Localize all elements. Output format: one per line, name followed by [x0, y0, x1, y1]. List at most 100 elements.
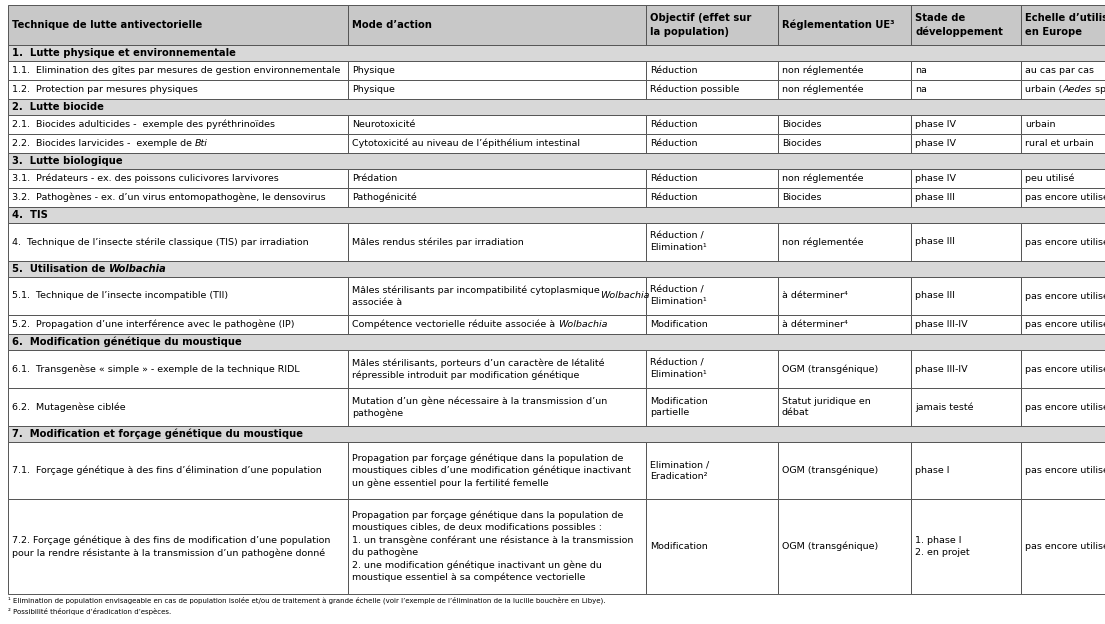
Bar: [911, 442, 1021, 499]
Bar: [778, 223, 911, 261]
Bar: [8, 134, 348, 153]
Text: Wolbachia: Wolbachia: [600, 291, 650, 301]
Bar: [8, 188, 348, 207]
Bar: [348, 350, 646, 388]
Text: 5.1.  Technique de l’insecte incompatible (TII): 5.1. Technique de l’insecte incompatible…: [12, 291, 228, 301]
Text: na: na: [915, 85, 927, 94]
Bar: [1021, 188, 1105, 207]
Bar: [348, 315, 646, 334]
Text: au cas par cas: au cas par cas: [1025, 66, 1094, 75]
Text: Propagation par forçage génétique dans la population de
moustiques cibles, de de: Propagation par forçage génétique dans l…: [352, 511, 633, 582]
Text: Réduction: Réduction: [650, 193, 697, 202]
Bar: [8, 426, 1105, 442]
Text: phase IV: phase IV: [915, 174, 956, 183]
Text: Réduction: Réduction: [650, 174, 697, 183]
Text: 1. phase I
2. en projet: 1. phase I 2. en projet: [915, 536, 969, 557]
Bar: [8, 5, 348, 45]
Text: Objectif (effet sur
la population): Objectif (effet sur la population): [650, 13, 751, 37]
Bar: [1021, 169, 1105, 188]
Bar: [646, 442, 778, 499]
Bar: [778, 277, 911, 315]
Text: Réduction: Réduction: [650, 120, 697, 129]
Bar: [911, 134, 1021, 153]
Text: Modification
partielle: Modification partielle: [650, 397, 707, 417]
Bar: [778, 442, 911, 499]
Text: Aedes: Aedes: [1062, 85, 1092, 94]
Bar: [911, 277, 1021, 315]
Text: urbain (: urbain (: [1025, 85, 1062, 94]
Text: phase III-IV: phase III-IV: [915, 364, 968, 374]
Bar: [1021, 80, 1105, 99]
Text: Cytotoxicité au niveau de l’épithélium intestinal: Cytotoxicité au niveau de l’épithélium i…: [352, 139, 580, 149]
Text: Réduction /
Elimination¹: Réduction / Elimination¹: [650, 232, 707, 252]
Text: ² Possibilité théorique d’éradication d’espèces.: ² Possibilité théorique d’éradication d’…: [8, 608, 171, 615]
Text: Elimination /
Eradication²: Elimination / Eradication²: [650, 460, 709, 481]
Text: rural et urbain: rural et urbain: [1025, 139, 1094, 148]
Text: na: na: [915, 66, 927, 75]
Text: spp.): spp.): [1092, 85, 1105, 94]
Text: 3.  Lutte biologique: 3. Lutte biologique: [12, 156, 123, 166]
Bar: [8, 388, 348, 426]
Text: Réduction /
Elimination¹: Réduction / Elimination¹: [650, 286, 707, 306]
Bar: [911, 61, 1021, 80]
Text: 4.  TIS: 4. TIS: [12, 210, 48, 220]
Bar: [348, 223, 646, 261]
Text: non réglementée: non réglementée: [782, 173, 863, 183]
Text: 3.1.  Prédateurs - ex. des poissons culicivores larvivores: 3.1. Prédateurs - ex. des poissons culic…: [12, 173, 278, 183]
Text: OGM (transgénique): OGM (transgénique): [782, 364, 878, 374]
Text: Echelle d’utilisation
en Europe: Echelle d’utilisation en Europe: [1025, 13, 1105, 37]
Text: Physique: Physique: [352, 66, 394, 75]
Text: phase III-IV: phase III-IV: [915, 320, 968, 329]
Text: Réduction: Réduction: [650, 66, 697, 75]
Bar: [911, 188, 1021, 207]
Text: 5.2.  Propagation d’une interférence avec le pathogène (IP): 5.2. Propagation d’une interférence avec…: [12, 319, 295, 329]
Text: 1.2.  Protection par mesures physiques: 1.2. Protection par mesures physiques: [12, 85, 198, 94]
Bar: [646, 61, 778, 80]
Text: Technique de lutte antivectorielle: Technique de lutte antivectorielle: [12, 20, 202, 30]
Bar: [348, 188, 646, 207]
Text: Pathogénicité: Pathogénicité: [352, 193, 417, 202]
Bar: [911, 223, 1021, 261]
Bar: [8, 350, 348, 388]
Text: Réglementation UE³: Réglementation UE³: [782, 20, 895, 30]
Text: Modification: Modification: [650, 542, 707, 551]
Text: non réglementée: non réglementée: [782, 237, 863, 246]
Text: phase I: phase I: [915, 466, 949, 475]
Bar: [348, 388, 646, 426]
Bar: [778, 80, 911, 99]
Bar: [911, 388, 1021, 426]
Text: Wolbachia: Wolbachia: [109, 264, 167, 274]
Text: Prédation: Prédation: [352, 174, 398, 183]
Bar: [646, 277, 778, 315]
Text: Réduction possible: Réduction possible: [650, 85, 739, 94]
Text: Propagation par forçage génétique dans la population de
moustiques cibles d’une : Propagation par forçage génétique dans l…: [352, 453, 631, 488]
Bar: [1021, 499, 1105, 594]
Text: Mutation d’un gène nécessaire à la transmission d’un
pathogène: Mutation d’un gène nécessaire à la trans…: [352, 396, 608, 418]
Bar: [778, 5, 911, 45]
Text: Physique: Physique: [352, 85, 394, 94]
Bar: [348, 61, 646, 80]
Bar: [778, 350, 911, 388]
Bar: [911, 80, 1021, 99]
Text: 6.2.  Mutagenèse ciblée: 6.2. Mutagenèse ciblée: [12, 402, 126, 412]
Bar: [646, 5, 778, 45]
Bar: [1021, 388, 1105, 426]
Text: 1.1.  Elimination des gîtes par mesures de gestion environnementale: 1.1. Elimination des gîtes par mesures d…: [12, 66, 340, 75]
Bar: [8, 277, 348, 315]
Bar: [8, 334, 1105, 350]
Text: pas encore utilisé: pas encore utilisé: [1025, 364, 1105, 374]
Bar: [348, 5, 646, 45]
Text: Neurotoxicité: Neurotoxicité: [352, 120, 415, 129]
Text: Wolbachia: Wolbachia: [558, 320, 608, 329]
Text: pas encore utilisé: pas encore utilisé: [1025, 193, 1105, 202]
Bar: [911, 115, 1021, 134]
Bar: [778, 188, 911, 207]
Bar: [348, 169, 646, 188]
Bar: [646, 388, 778, 426]
Bar: [1021, 61, 1105, 80]
Text: non réglementée: non réglementée: [782, 85, 863, 94]
Text: 7.2. Forçage génétique à des fins de modification d’une population
pour la rendr: 7.2. Forçage génétique à des fins de mod…: [12, 535, 330, 557]
Text: Réduction /
Elimination¹: Réduction / Elimination¹: [650, 359, 707, 379]
Text: Biocides: Biocides: [782, 120, 821, 129]
Text: Biocides: Biocides: [782, 139, 821, 148]
